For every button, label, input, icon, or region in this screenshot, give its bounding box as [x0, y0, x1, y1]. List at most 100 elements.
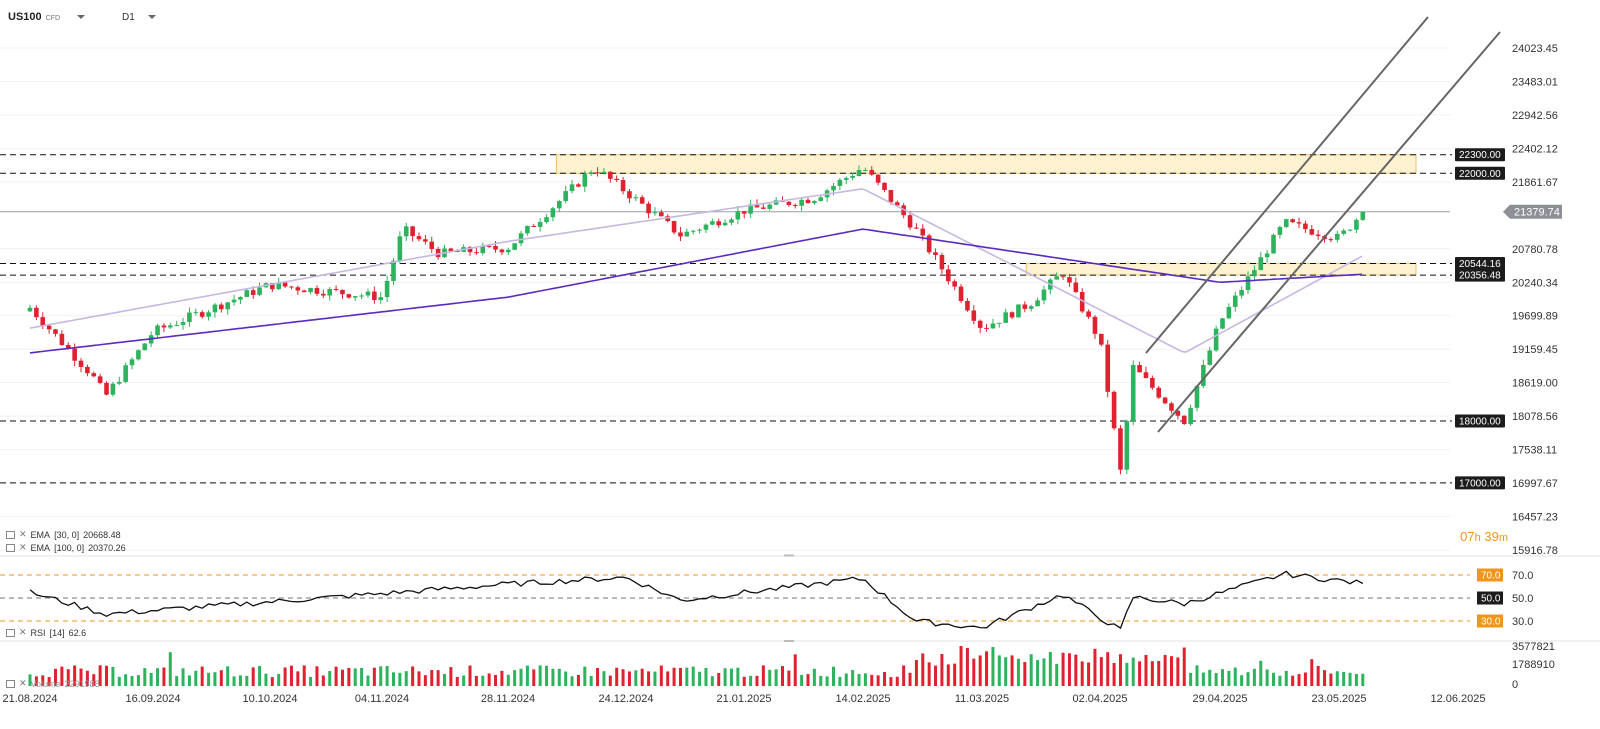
rsi-level-tag-label: 50.0 — [1481, 594, 1501, 605]
candle-body — [104, 382, 109, 395]
volume-bar — [685, 667, 689, 686]
settings-icon[interactable] — [6, 628, 15, 637]
close-icon[interactable]: ✕ — [19, 678, 27, 688]
candle-body — [1360, 211, 1366, 220]
volume-bar — [1169, 656, 1173, 686]
volume-bar — [1361, 673, 1365, 686]
time-tick-label: 21.08.2024 — [2, 693, 57, 705]
candle-body — [46, 325, 52, 330]
volume-bar — [1233, 667, 1237, 686]
volume-bar — [411, 666, 415, 686]
price-tick-label: 19159.45 — [1512, 344, 1558, 356]
settings-icon[interactable] — [6, 530, 15, 539]
settings-icon[interactable] — [6, 679, 15, 688]
volume-bar — [1023, 662, 1027, 686]
rsi-level-tag — [1477, 614, 1503, 628]
price-tick-label: 17538.11 — [1512, 445, 1557, 457]
candle-body — [614, 178, 619, 181]
volume-bar — [60, 666, 64, 686]
close-icon[interactable]: ✕ — [19, 529, 27, 539]
candle-body — [882, 182, 887, 191]
timeframe-dropdown-chevron-icon[interactable] — [148, 15, 156, 19]
time-tick-label: 12.06.2025 — [1430, 693, 1485, 705]
volume-bar — [187, 675, 191, 686]
volume-bar — [1080, 661, 1084, 686]
volume-bar — [564, 671, 568, 686]
volume-bar — [385, 665, 389, 686]
candle-body — [238, 296, 243, 300]
candle-body — [174, 324, 179, 326]
candle-body — [1201, 364, 1206, 386]
candle-body — [467, 247, 473, 253]
volume-bar — [1182, 647, 1186, 686]
level-tag — [1455, 256, 1505, 270]
candle-body — [722, 222, 728, 226]
candle-body — [295, 287, 301, 291]
volume-bar — [1303, 672, 1307, 686]
volume-bar — [819, 675, 823, 686]
candle-body — [505, 249, 511, 253]
candle-body — [1041, 289, 1047, 301]
candle-body — [250, 290, 256, 295]
volume-bar — [914, 660, 918, 686]
candle-body — [678, 232, 683, 237]
volume-bar — [455, 676, 459, 686]
volume-bar — [1112, 662, 1116, 686]
volume-bar — [844, 673, 848, 686]
candle-body — [231, 299, 237, 303]
volume-bar — [1208, 669, 1212, 686]
volume-bar — [1138, 661, 1142, 686]
timeframe-selector[interactable]: D1 — [122, 12, 135, 23]
level-tag-label: 22000.00 — [1459, 169, 1501, 180]
volume-bar — [723, 668, 727, 686]
candle-body — [372, 291, 377, 301]
candle-body — [480, 245, 486, 254]
close-icon[interactable]: ✕ — [19, 627, 27, 637]
candle-body — [167, 325, 173, 328]
candle-body — [805, 199, 811, 204]
price-tick-label: 15916.78 — [1512, 545, 1558, 557]
time-tick-label: 29.04.2025 — [1192, 693, 1247, 705]
candle-body — [512, 243, 517, 250]
candle-body — [1016, 304, 1021, 318]
volume-bar — [729, 668, 733, 686]
time-tick-label: 04.11.2024 — [355, 693, 409, 705]
candle-body — [997, 322, 1002, 324]
volume-bar — [812, 668, 816, 686]
rsi-panel: 70.0 70.0 50.0 50.0 30.0 30.0 — [0, 554, 1600, 630]
symbol-selector[interactable]: US100 CFD — [8, 11, 60, 23]
candle-body — [620, 180, 626, 192]
candle-body — [741, 211, 747, 214]
volume-bar — [347, 667, 351, 686]
candle-body — [926, 235, 932, 253]
volume-bar — [1354, 674, 1358, 686]
volume-bar — [768, 669, 772, 686]
level-tag-label: 20356.48 — [1459, 271, 1501, 282]
symbol-dropdown-chevron-icon[interactable] — [77, 15, 85, 19]
volume-bar — [525, 665, 529, 686]
candle-body — [282, 282, 288, 287]
candle-body — [59, 333, 65, 345]
volume-bar — [927, 662, 931, 686]
volume-bar — [245, 675, 249, 686]
candle-body — [863, 169, 868, 171]
volume-bar — [889, 677, 893, 686]
candle-body — [110, 383, 116, 395]
ema100-value: 20370.26 — [88, 542, 126, 553]
candle-body — [582, 174, 588, 187]
price-tick-label: 16997.67 — [1512, 478, 1558, 490]
candle-body — [321, 293, 326, 296]
candle-body — [697, 229, 702, 231]
volume-bar — [506, 674, 510, 686]
volume-bar — [47, 677, 51, 686]
volume-bar — [124, 674, 128, 686]
volume-bar — [226, 666, 230, 686]
close-icon[interactable]: ✕ — [19, 542, 27, 552]
volume-bar — [168, 652, 172, 686]
settings-icon[interactable] — [6, 543, 15, 552]
volume-bar — [1310, 659, 1314, 686]
volume-bar — [1029, 654, 1033, 686]
volume-bar — [200, 666, 204, 686]
rsi-level-tag — [1477, 568, 1503, 582]
